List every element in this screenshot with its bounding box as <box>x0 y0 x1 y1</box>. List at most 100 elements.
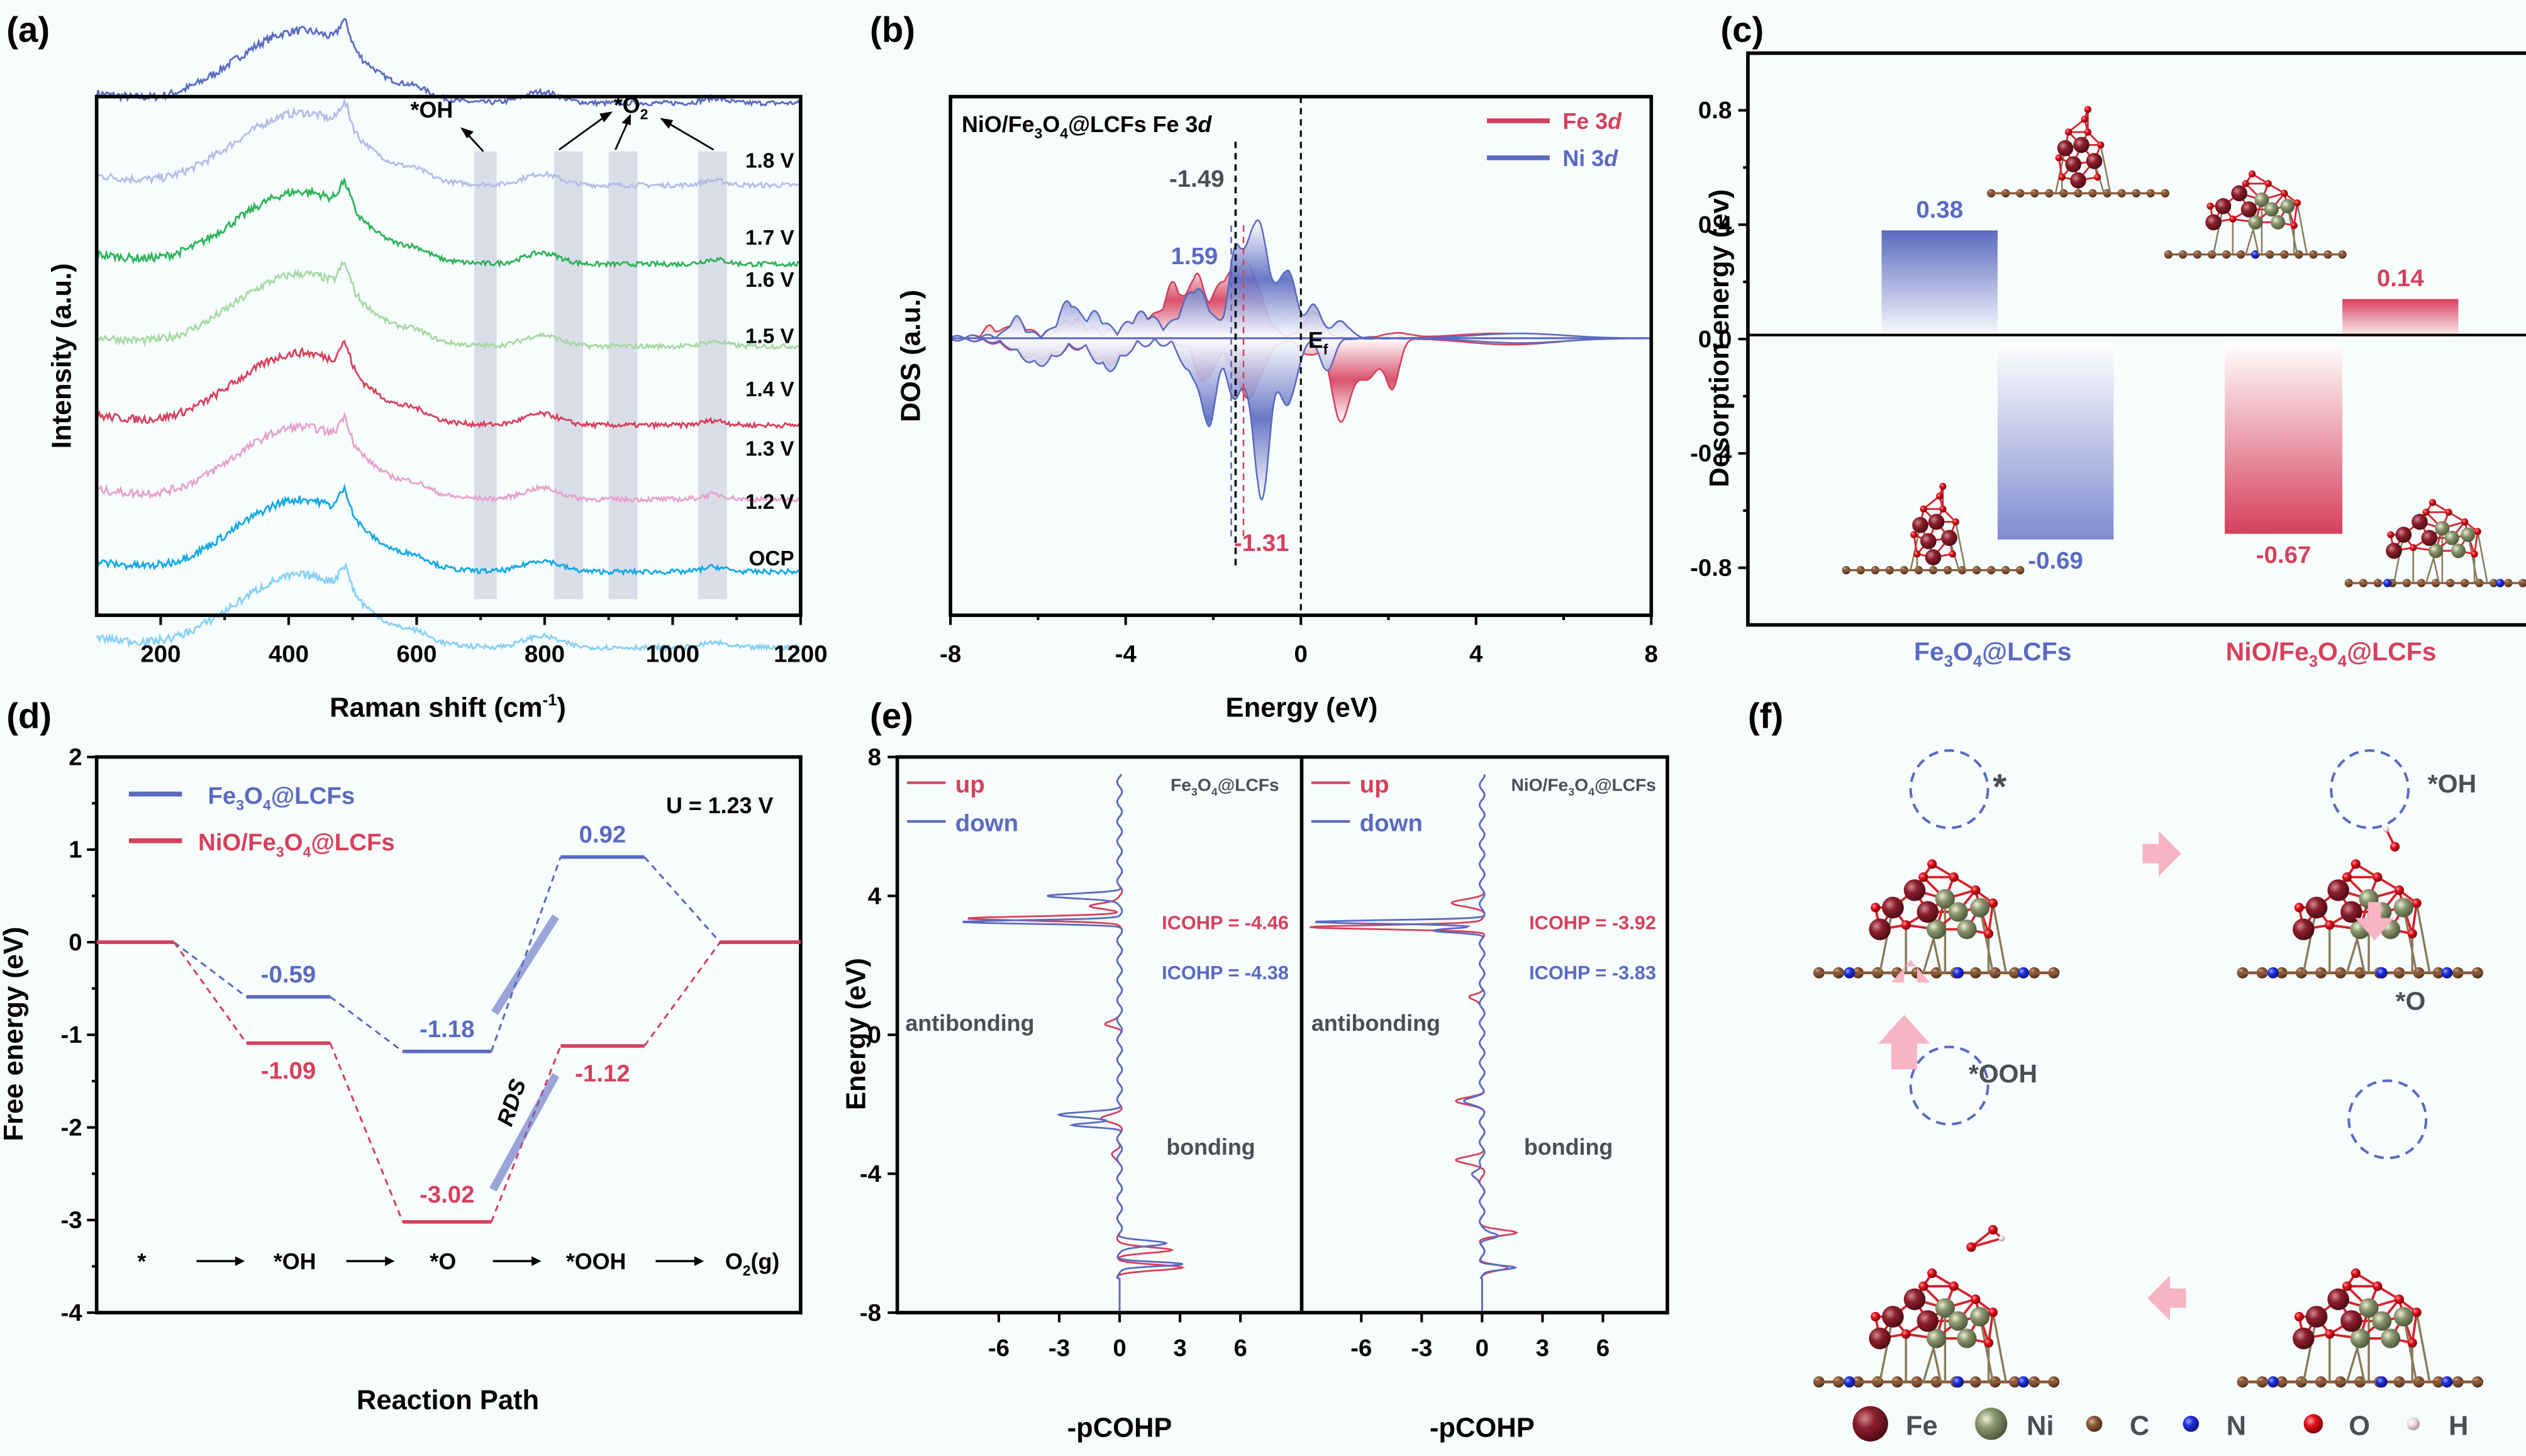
atom-o <box>2412 1307 2422 1318</box>
y-ticks-d: 2 1 0 -1 -2 -3 -4 <box>60 743 97 1326</box>
x-tick-label: 3 <box>1173 1335 1186 1362</box>
atom-o <box>2474 528 2481 535</box>
dos-title: NiO/Fe3O4@LCFs Fe 3d <box>962 112 1212 142</box>
atom-o <box>2325 920 2335 930</box>
atom-ni <box>2393 1306 2413 1327</box>
rds-highlight-fe3o4 <box>491 914 560 1015</box>
arrow-down-icon <box>2355 902 2394 941</box>
y-tick-label: -3 <box>60 1207 82 1234</box>
reaction-step-label: *OOH <box>566 1249 626 1274</box>
panel-d: (d) 2 1 0 -1 -2 -3 -4 -0.59 -1.18 0.92 -1.09 -3.02… <box>0 696 803 1416</box>
legend-label-up: up <box>955 771 985 798</box>
legend-atom-h <box>2406 1417 2420 1431</box>
atom-h <box>2383 826 2390 833</box>
bar-3 <box>2342 299 2459 340</box>
bond <box>1878 907 1894 974</box>
subplot-title: NiO/Fe3O4@LCFs <box>1511 774 1655 798</box>
bond <box>2415 903 2431 974</box>
raman-trace-1.8v <box>96 18 800 108</box>
atom-fe <box>2293 1327 2315 1350</box>
bar-value-label: -0.69 <box>2028 547 2083 574</box>
atom-ni <box>2435 521 2450 536</box>
trace-label: 1.5 V <box>745 325 794 348</box>
vline-label-black: -1.49 <box>1169 165 1225 192</box>
state-label: * <box>1993 767 2006 806</box>
atom-o <box>2081 115 2088 123</box>
atom-o <box>1983 1338 1994 1348</box>
x-axis-label-e: -pCOHP <box>1430 1413 1535 1443</box>
bond <box>2302 907 2318 974</box>
atom-o <box>1927 859 1937 869</box>
atom-o <box>2387 531 2395 538</box>
annotation-o2: *O2- <box>614 87 653 123</box>
atom-fe <box>1903 1288 1926 1311</box>
atom-o <box>1949 1281 1959 1291</box>
atom-o <box>1910 531 1918 538</box>
legend-label-fe: Fe <box>1906 1411 1938 1442</box>
bond <box>1971 1237 2002 1248</box>
trace-label: 1.6 V <box>745 269 794 292</box>
atom-n <box>2017 1376 2029 1388</box>
atom-n <box>2376 1376 2388 1388</box>
trace-label: 1.8 V <box>745 149 794 172</box>
atom-n <box>2496 579 2505 587</box>
atom-fe <box>2412 513 2428 530</box>
icohp-up: ICOHP = -4.46 <box>1162 912 1289 934</box>
panel-label-c: (c) <box>1720 10 1764 50</box>
x-tick-label: 0 <box>1294 641 1308 668</box>
trace-label: 1.7 V <box>745 226 794 250</box>
category-label-fe3o4: Fe3O4@LCFs <box>1914 637 2072 670</box>
annotation-arrows <box>460 111 715 152</box>
highlight-band-1 <box>554 151 583 599</box>
cohp-up-1 <box>1310 774 1518 1313</box>
atom-fe <box>2421 530 2438 547</box>
atom-o <box>2064 128 2073 136</box>
atom-fe <box>1869 1327 1891 1350</box>
atom-fe <box>1941 530 1957 547</box>
panel-f: (f) * *OH *O *OOH Fe Ni C N O H <box>1748 696 2483 1442</box>
energy-value-label: -0.59 <box>261 961 316 988</box>
annotation-oh: *OH <box>411 97 453 123</box>
energy-value-label: -1.12 <box>575 1060 630 1087</box>
energy-value-label: 0.92 <box>579 821 626 848</box>
y-tick-label: -0.4 <box>1690 440 1732 467</box>
y-axis-label-b: DOS (a.u.) <box>896 290 926 422</box>
atom-fe <box>2073 136 2089 153</box>
atom-n <box>1844 1376 1856 1388</box>
raman-trace-1.7v <box>96 97 799 190</box>
atom-n <box>1952 967 1964 979</box>
atom-ni <box>2372 1311 2392 1331</box>
bond <box>2212 206 2224 255</box>
bond <box>2415 1312 2431 1382</box>
free-energy-paths: -0.59 -1.18 0.92 -1.09 -3.02 -1.12 <box>96 821 801 1224</box>
element-legend: Fe Ni C N O H <box>1852 1406 2469 1442</box>
inset-structures <box>1842 106 2526 587</box>
y-axis-label-e: Energy (eV) <box>841 958 871 1110</box>
bond <box>2286 206 2298 255</box>
step-arrow-head <box>235 1256 245 1266</box>
cohp-down-1 <box>1315 774 1518 1313</box>
panel-label-a: (a) <box>6 10 50 50</box>
atom-o <box>2084 128 2091 136</box>
y-tick-label: 2 <box>69 743 82 770</box>
cohp-curves <box>962 774 1518 1313</box>
atom-fe <box>2070 172 2086 189</box>
x-tick-label: 6 <box>1596 1335 1610 1362</box>
x-axis-label-e: -pCOHP <box>1067 1413 1172 1443</box>
atom-o <box>1913 550 1921 558</box>
atom-ni <box>2254 192 2269 208</box>
arrow-up-icon <box>1878 1014 1930 1070</box>
atom-ni <box>2393 897 2413 918</box>
atom-o <box>1936 492 1944 500</box>
atom-o <box>2351 1268 2361 1278</box>
icohp-down: ICOHP = -4.38 <box>1162 962 1289 984</box>
y-tick-label: 1 <box>69 836 82 864</box>
x-tick-label: 200 <box>140 641 181 668</box>
bond <box>1987 903 1995 934</box>
bar-2 <box>2225 342 2343 534</box>
atom-o <box>2422 508 2430 516</box>
reaction-step-label: *O <box>430 1249 456 1274</box>
x-tick-label: 3 <box>1536 1335 1549 1362</box>
bond <box>2402 1316 2418 1382</box>
x-tick-label: 800 <box>525 641 565 668</box>
